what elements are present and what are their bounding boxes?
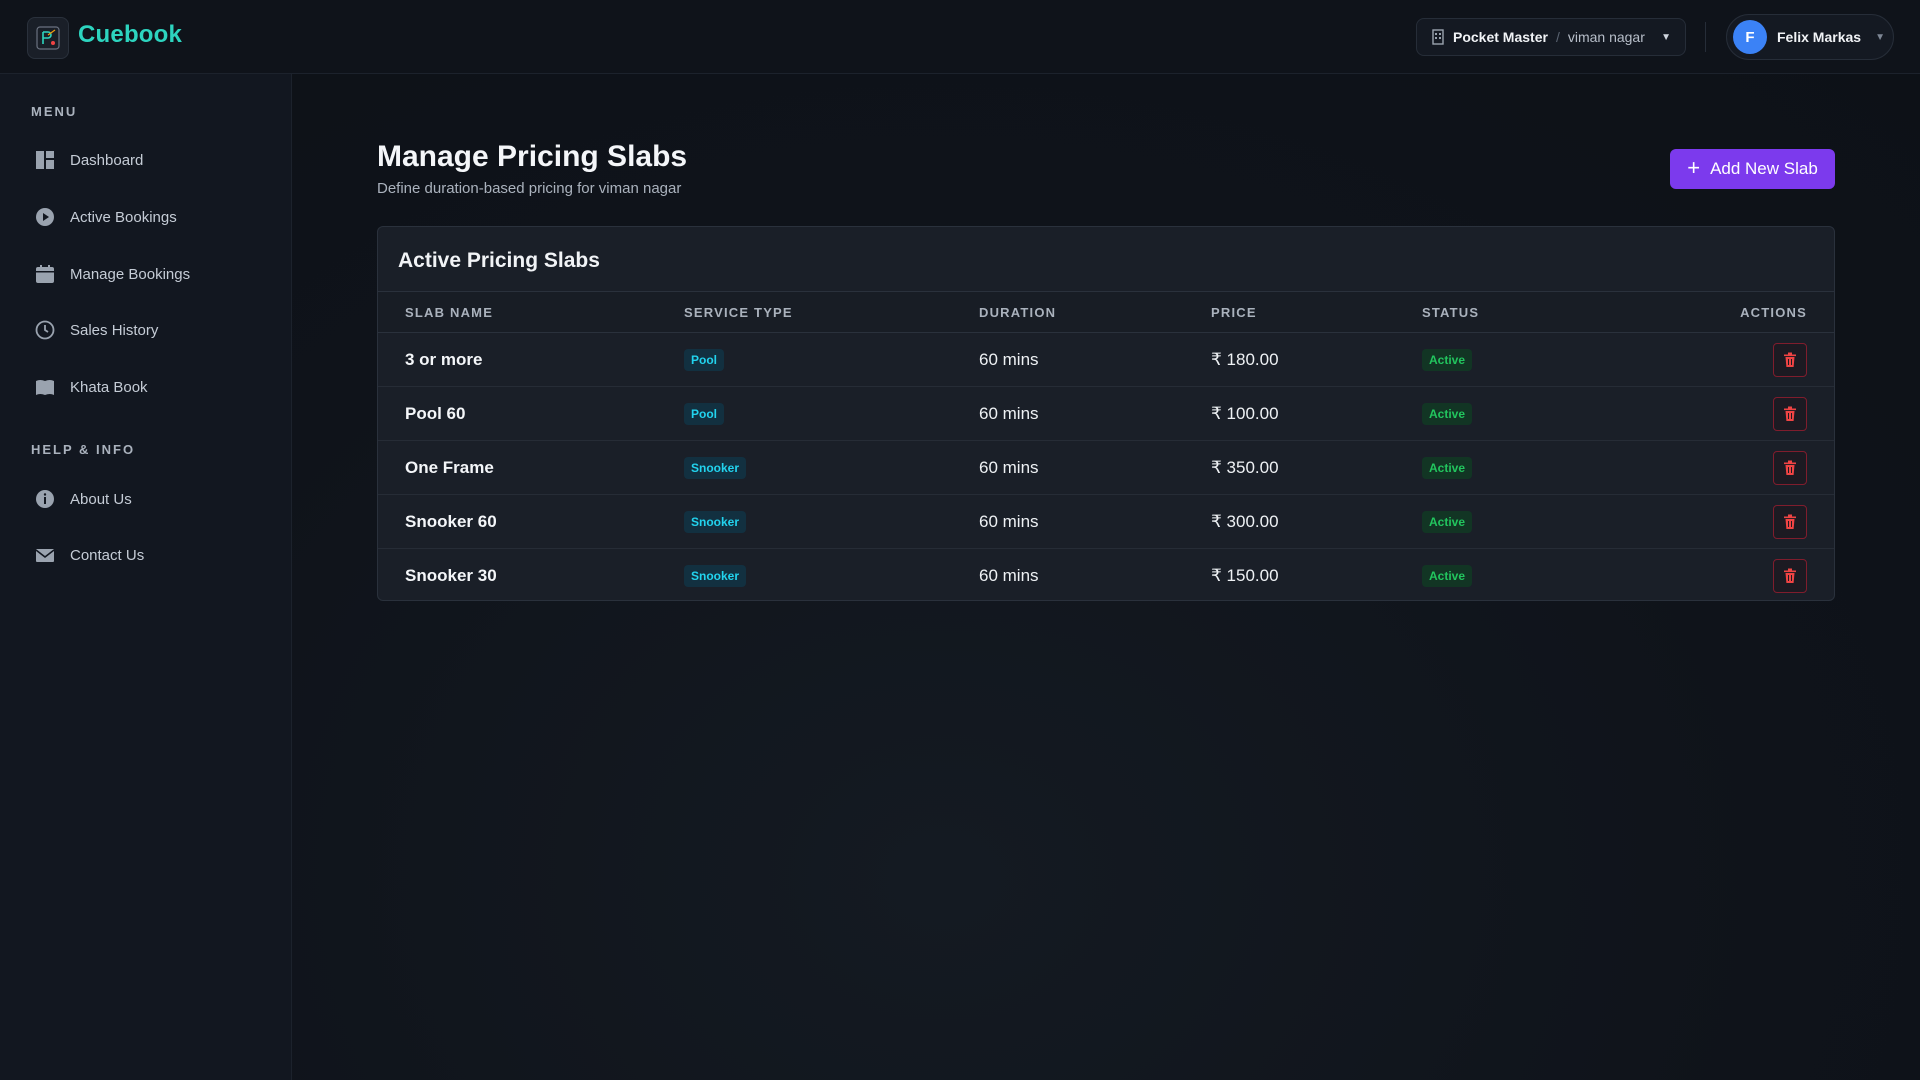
table-row: 3 or more Pool 60 mins ₹ 180.00 Active <box>378 333 1834 387</box>
header-divider <box>1705 22 1706 52</box>
mail-icon <box>34 544 56 566</box>
table-row: Snooker 60 Snooker 60 mins ₹ 300.00 Acti… <box>378 495 1834 549</box>
sidebar-item-label: Dashboard <box>70 151 144 169</box>
sidebar-item-label: Khata Book <box>70 378 148 396</box>
price: ₹ 150.00 <box>1211 566 1279 585</box>
sidebar-item-label: Manage Bookings <box>70 265 191 283</box>
card-title: Active Pricing Slabs <box>398 249 600 272</box>
status-badge: Active <box>1422 457 1473 479</box>
sidebar-item-label: About Us <box>70 490 132 508</box>
sidebar-item-manage-bookings[interactable]: Manage Bookings <box>24 254 274 294</box>
status-badge: Active <box>1422 403 1473 425</box>
price: ₹ 350.00 <box>1211 458 1279 477</box>
slab-name: One Frame <box>405 458 494 477</box>
duration: 60 mins <box>979 458 1039 477</box>
trash-icon <box>1784 514 1796 529</box>
chevron-down-icon: ▼ <box>1875 31 1885 43</box>
help-section-title: HELP & INFO <box>31 442 136 457</box>
trash-icon <box>1784 460 1796 475</box>
slab-name: Snooker 30 <box>405 566 497 585</box>
info-icon <box>34 488 56 510</box>
price: ₹ 180.00 <box>1211 350 1279 369</box>
sidebar-item-label: Contact Us <box>70 546 145 564</box>
sidebar-item-label: Active Bookings <box>70 208 177 226</box>
slab-name: 3 or more <box>405 350 483 369</box>
status-badge: Active <box>1422 565 1473 587</box>
delete-button[interactable] <box>1773 505 1807 539</box>
service-type-badge: Snooker <box>684 511 747 533</box>
status-badge: Active <box>1422 349 1473 371</box>
duration: 60 mins <box>979 566 1039 585</box>
user-menu[interactable]: F Felix Markas ▼ <box>1726 14 1894 60</box>
column-header-slab-name: SLAB NAME <box>405 305 494 320</box>
venue-selector[interactable]: Pocket Master / viman nagar ▼ <box>1416 18 1686 56</box>
trash-icon <box>1784 568 1796 583</box>
org-name: Pocket Master <box>1453 29 1548 45</box>
sidebar-item-label: Sales History <box>70 321 159 339</box>
trash-icon <box>1784 406 1796 421</box>
plus-icon: + <box>1687 155 1701 180</box>
price: ₹ 100.00 <box>1211 404 1279 423</box>
sidebar-item-contact-us[interactable]: Contact Us <box>24 535 274 575</box>
column-header-service-type: SERVICE TYPE <box>684 305 793 320</box>
location-name: viman nagar <box>1567 29 1645 45</box>
delete-button[interactable] <box>1773 559 1807 593</box>
trash-icon <box>1784 352 1796 367</box>
service-type-badge: Pool <box>684 403 724 425</box>
slab-name: Snooker 60 <box>405 512 497 531</box>
duration: 60 mins <box>979 350 1039 369</box>
delete-button[interactable] <box>1773 451 1807 485</box>
page-subtitle: Define duration-based pricing for viman … <box>377 180 682 197</box>
add-new-slab-button[interactable]: + Add New Slab <box>1670 149 1835 189</box>
sidebar-item-dashboard[interactable]: Dashboard <box>24 140 274 180</box>
delete-button[interactable] <box>1773 343 1807 377</box>
column-header-status: STATUS <box>1422 305 1480 320</box>
play-circle-icon <box>34 206 56 228</box>
page-title: Manage Pricing Slabs <box>377 140 688 173</box>
user-name: Felix Markas <box>1777 29 1862 45</box>
sidebar-item-about-us[interactable]: About Us <box>24 479 274 519</box>
chevron-down-icon: ▼ <box>1661 31 1671 43</box>
building-icon <box>1432 29 1444 45</box>
sidebar-item-sales-history[interactable]: Sales History <box>24 310 274 350</box>
table-row: One Frame Snooker 60 mins ₹ 350.00 Activ… <box>378 441 1834 495</box>
avatar: F <box>1733 20 1767 54</box>
service-type-badge: Pool <box>684 349 724 371</box>
status-badge: Active <box>1422 511 1473 533</box>
column-header-duration: DURATION <box>979 305 1057 320</box>
top-bar: Cuebook Pocket Master / viman nagar ▼ F … <box>0 0 1920 74</box>
sidebar: MENU Dashboard Active Bookings Manage Bo… <box>0 74 292 1080</box>
brand-name[interactable]: Cuebook <box>78 21 183 48</box>
clock-icon <box>34 319 56 341</box>
table-header: SLAB NAME SERVICE TYPE DURATION PRICE ST… <box>378 291 1834 333</box>
dashboard-icon <box>34 149 56 171</box>
duration: 60 mins <box>979 404 1039 423</box>
breadcrumb-separator: / <box>1555 29 1560 45</box>
service-type-badge: Snooker <box>684 565 747 587</box>
cuebook-logo[interactable] <box>27 17 69 59</box>
logo-icon <box>36 26 60 50</box>
service-type-badge: Snooker <box>684 457 747 479</box>
book-icon <box>34 376 56 398</box>
table-row: Pool 60 Pool 60 mins ₹ 100.00 Active <box>378 387 1834 441</box>
sidebar-item-khata-book[interactable]: Khata Book <box>24 367 274 407</box>
sidebar-item-active-bookings[interactable]: Active Bookings <box>24 197 274 237</box>
column-header-actions: ACTIONS <box>1740 305 1807 320</box>
calendar-icon <box>34 263 56 285</box>
add-button-label: Add New Slab <box>1710 159 1818 178</box>
duration: 60 mins <box>979 512 1039 531</box>
pricing-slabs-card: Active Pricing Slabs SLAB NAME SERVICE T… <box>377 226 1835 601</box>
column-header-price: PRICE <box>1211 305 1257 320</box>
table-row: Snooker 30 Snooker 60 mins ₹ 150.00 Acti… <box>378 549 1834 600</box>
menu-section-title: MENU <box>31 104 78 119</box>
slab-name: Pool 60 <box>405 404 466 423</box>
delete-button[interactable] <box>1773 397 1807 431</box>
price: ₹ 300.00 <box>1211 512 1279 531</box>
